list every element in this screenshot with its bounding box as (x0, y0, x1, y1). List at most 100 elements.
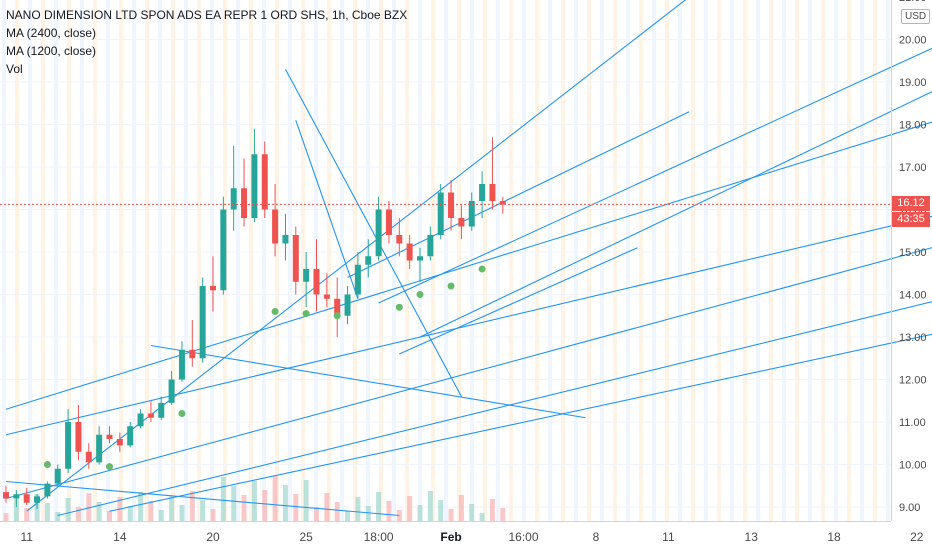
session-stripe (730, 0, 734, 521)
symbol-title[interactable]: NANO DIMENSION LTD SPON ADS EA REPR 1 OR… (6, 8, 408, 22)
volume-bar (345, 511, 351, 521)
candle-body (303, 269, 310, 282)
time-tick-label: 11 (662, 530, 675, 544)
candle-body (406, 243, 413, 261)
ma-marker (43, 461, 51, 468)
volume-bar (138, 492, 144, 521)
candle-body (199, 286, 206, 359)
price-tick-label: 17.00 (899, 162, 927, 174)
currency-label[interactable]: USD (901, 9, 931, 24)
session-stripe (41, 0, 45, 521)
volume-bar (169, 496, 175, 521)
volume-bar (210, 509, 216, 521)
session-stripe (834, 0, 838, 521)
time-tick-label: 13 (745, 530, 759, 544)
session-stripe (847, 0, 851, 521)
price-tick-label: 19.00 (899, 77, 927, 89)
session-stripe (769, 0, 773, 521)
session-stripe (574, 0, 578, 521)
candle-body (13, 494, 20, 499)
session-stripe (392, 0, 396, 521)
indicator-ma-1200[interactable]: MA (1200, close) (6, 44, 97, 58)
candle-body (334, 298, 341, 316)
candle-body (23, 494, 30, 503)
volume-bar (282, 485, 288, 521)
candle-body (127, 426, 134, 446)
price-tick-label: 12.00 (899, 375, 927, 387)
session-stripe (691, 0, 695, 521)
last-price-label: 16.12 (892, 196, 930, 212)
volume-bar (458, 495, 464, 521)
indicator-ma-2400[interactable]: MA (2400, close) (6, 26, 97, 40)
bar-countdown-label: 43:35 (892, 212, 930, 228)
time-tick-label: 16:00 (508, 530, 538, 544)
session-stripe (522, 0, 526, 521)
trendline (5, 121, 932, 410)
price-tick-label: 13.00 (899, 332, 927, 344)
price-tick-label: 10.00 (899, 460, 927, 472)
session-stripe (262, 0, 266, 521)
session-stripe (158, 0, 162, 521)
candle-body (137, 413, 144, 427)
session-stripe (886, 0, 890, 521)
volume-bar (189, 491, 195, 521)
candle-body (354, 264, 361, 295)
volume-bar (355, 497, 361, 521)
candle-body (272, 209, 279, 244)
volume-bar (107, 511, 112, 521)
candle-body (85, 451, 92, 463)
volume-bar (86, 493, 92, 521)
session-stripe (288, 0, 292, 521)
candle-body (385, 209, 392, 235)
session-stripe (795, 0, 799, 521)
volume-bar (148, 501, 154, 521)
session-stripe (210, 0, 214, 521)
volume-bar (251, 481, 257, 521)
session-stripe (132, 0, 136, 521)
session-stripe (561, 0, 565, 521)
volume-bar (241, 495, 247, 521)
candle-body (106, 434, 113, 439)
time-tick-label: 20 (206, 530, 220, 544)
trendline (5, 215, 932, 436)
session-stripe (2, 0, 6, 521)
volume-bar (44, 503, 50, 521)
trendline (57, 301, 932, 517)
volume-bar (75, 507, 81, 521)
volume-bar (365, 506, 371, 521)
session-stripe (626, 0, 630, 521)
session-stripe (704, 0, 708, 521)
time-tick-label: 25 (299, 530, 313, 544)
candle-body (313, 269, 320, 295)
volume-bar (272, 476, 278, 521)
volume-bar (65, 498, 71, 521)
volume-bar (158, 510, 164, 521)
volume-bar (55, 512, 61, 521)
ma-marker (106, 463, 113, 471)
trendline (347, 111, 690, 278)
candle-body (189, 349, 196, 359)
candle-body (168, 379, 175, 403)
session-stripe (457, 0, 461, 521)
candle-body (282, 235, 289, 244)
price-tick-label: 11.00 (899, 417, 926, 429)
price-tick-label: 18.00 (899, 120, 927, 132)
volume-bar (427, 491, 433, 521)
price-tick-label: 20.00 (899, 35, 927, 47)
candle-body (292, 235, 299, 282)
indicator-volume[interactable]: Vol (6, 62, 23, 76)
session-stripe (587, 0, 591, 521)
price-tick-label: 14.00 (899, 290, 927, 302)
volume-bar (220, 477, 226, 521)
candle-body (396, 235, 403, 244)
trendline (399, 247, 638, 355)
volume-bar (407, 496, 413, 521)
session-stripe (15, 0, 19, 521)
price-tick-label: 9.00 (899, 502, 920, 514)
session-stripe (873, 0, 877, 521)
session-stripe (548, 0, 552, 521)
candle-body (437, 192, 444, 235)
candle-body (323, 294, 330, 299)
